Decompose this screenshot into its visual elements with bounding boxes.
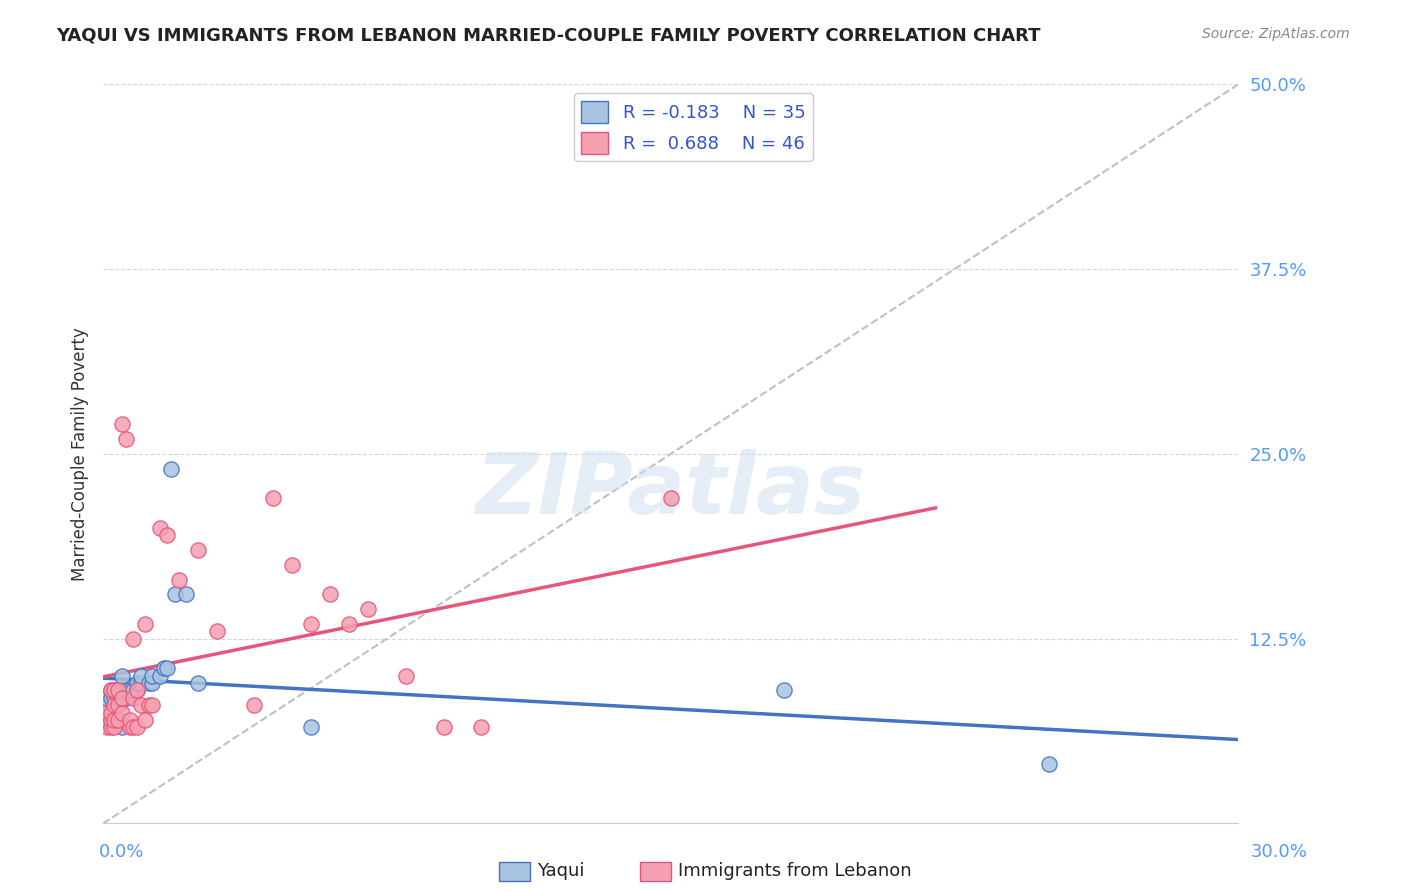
Point [129,698,152,713]
Point [773,683,796,698]
Text: 30.0%: 30.0% [1251,843,1308,861]
Point [127,683,149,698]
Point [118,683,141,698]
Point [149,521,172,535]
Point [160,461,183,475]
Point [122,632,145,646]
Point [100,690,122,705]
Point [299,616,322,631]
Point [114,683,136,698]
Point [103,683,125,698]
Point [111,720,134,734]
Point [122,683,145,698]
Point [141,668,163,682]
Point [96,713,118,727]
Point [127,683,149,698]
Point [100,713,122,727]
Point [129,676,152,690]
Point [96,706,118,720]
Point [149,668,172,682]
Point [122,720,145,734]
Point [96,720,118,734]
Point [134,713,156,727]
Text: ZIPatlas: ZIPatlas [475,450,866,533]
Point [205,624,228,639]
Point [127,720,149,734]
Point [107,698,129,713]
Text: Yaqui: Yaqui [537,863,585,880]
Text: Source: ZipAtlas.com: Source: ZipAtlas.com [1202,27,1350,41]
Point [134,616,156,631]
Text: 0.0%: 0.0% [98,843,143,861]
Point [114,690,136,705]
Point [156,528,179,542]
Point [118,713,141,727]
Point [100,720,122,734]
Point [337,616,360,631]
Point [96,690,118,705]
Point [107,713,129,727]
Point [118,720,141,734]
Point [281,558,304,572]
Point [243,698,266,713]
Point [152,661,174,675]
Point [138,676,160,690]
Text: YAQUI VS IMMIGRANTS FROM LEBANON MARRIED-COUPLE FAMILY POVERTY CORRELATION CHART: YAQUI VS IMMIGRANTS FROM LEBANON MARRIED… [56,27,1040,45]
Point [122,690,145,705]
Point [107,683,129,698]
Point [103,713,125,727]
Point [167,573,190,587]
Point [470,720,492,734]
Point [111,417,134,432]
Point [107,713,129,727]
Point [103,690,125,705]
Point [138,698,160,713]
Point [357,602,380,616]
Point [114,432,136,446]
Point [163,587,186,601]
Point [103,713,125,727]
Point [100,683,122,698]
Point [262,491,284,506]
Legend: R = -0.183    N = 35, R =  0.688    N = 46: R = -0.183 N = 35, R = 0.688 N = 46 [574,94,813,161]
Point [319,587,342,601]
Point [156,661,179,675]
Point [111,706,134,720]
Point [103,698,125,713]
Point [187,543,209,558]
Point [111,690,134,705]
Point [395,668,418,682]
Point [111,690,134,705]
Point [1038,757,1060,772]
Point [176,587,198,601]
Point [129,668,152,682]
Point [187,676,209,690]
Point [103,698,125,713]
Point [141,676,163,690]
Point [141,698,163,713]
Point [107,690,129,705]
Text: Immigrants from Lebanon: Immigrants from Lebanon [678,863,911,880]
Point [299,720,322,734]
Point [111,668,134,682]
Point [100,683,122,698]
Point [433,720,456,734]
Point [659,491,682,506]
Point [127,676,149,690]
Y-axis label: Married-Couple Family Poverty: Married-Couple Family Poverty [72,327,89,581]
Point [111,683,134,698]
Point [107,698,129,713]
Point [100,706,122,720]
Point [103,683,125,698]
Point [103,720,125,734]
